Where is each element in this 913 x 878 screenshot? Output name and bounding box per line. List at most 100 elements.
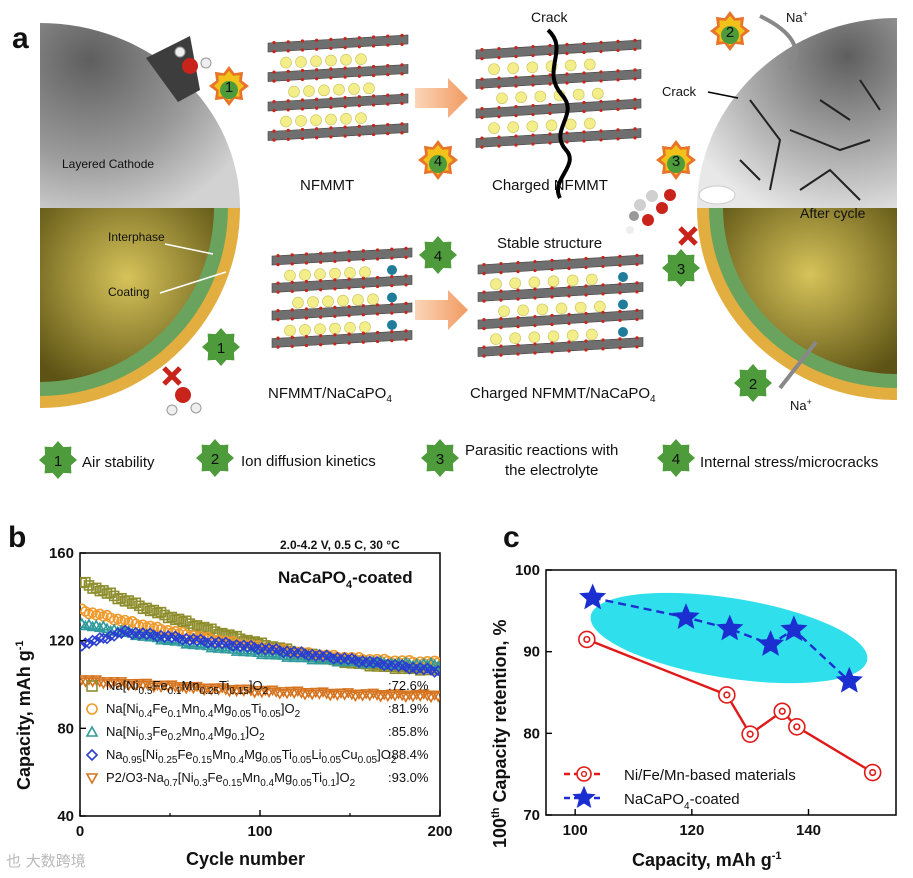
panel-b-point <box>410 663 423 676</box>
badge-stress-top: 4 <box>418 140 458 180</box>
interphase-label: Interphase <box>108 230 165 244</box>
panel-b-point <box>194 683 207 695</box>
panel-b-legend-retention: :88.4% <box>388 747 429 762</box>
legend-badge-3-number: 3 <box>436 451 444 468</box>
panel-b-point <box>209 683 221 694</box>
panel-c-legend-label: NaCaPO4-coated <box>624 791 740 812</box>
panel-b-legend-marker <box>86 680 98 692</box>
panel-b-point <box>162 612 174 624</box>
panel-b-point <box>80 619 92 631</box>
panel-b-point <box>177 616 188 628</box>
panel-b-point <box>86 620 99 632</box>
panel-b-point <box>176 682 189 693</box>
panel-b-point <box>360 689 373 700</box>
panel-c-frame <box>545 569 897 816</box>
panel-b-point <box>108 590 120 602</box>
na-bottom-arrow <box>778 340 818 390</box>
panel-c-point <box>756 629 785 656</box>
na-top-arrow <box>759 14 798 72</box>
coating-pointer <box>159 271 227 294</box>
panel-b-point <box>310 650 322 662</box>
charged-coated-label: Charged NFMMT/NaCaPO4 <box>470 385 656 405</box>
panel-c-legend-label: Ni/Fe/Mn-based materials <box>624 767 796 784</box>
panel-c-ytick-label: 70 <box>523 807 540 824</box>
panel-b-point <box>83 675 95 686</box>
panel-b-point <box>216 638 228 650</box>
panel-b-legend-label: Na0.95[Ni0.25Fe0.15Mn0.4Mg0.05Ti0.05Li0.… <box>106 747 397 766</box>
badge-parasitic-bottom: 3 <box>662 249 700 287</box>
panel-b-point <box>191 635 203 647</box>
panel-b-point <box>259 644 272 656</box>
panel-b-point <box>83 580 95 591</box>
panel-b-legend-retention: :85.8% <box>388 724 429 739</box>
panel-b-legend-retention: :72.6% <box>388 678 429 693</box>
panel-b-point <box>371 690 383 701</box>
badge-air-stability-top-number: 1 <box>225 79 233 96</box>
legend-badge-2: 2 <box>196 439 234 477</box>
panel-b-point <box>320 689 333 700</box>
panel-b-point <box>342 654 354 666</box>
panel-b-point <box>302 688 315 699</box>
legend-badge-4: 4 <box>657 439 695 477</box>
panel-b-point <box>158 680 171 692</box>
panel-b-point <box>335 653 347 666</box>
legend-badge-1-number: 1 <box>54 453 62 470</box>
panel-b-point <box>378 660 390 672</box>
panel-b-point <box>191 620 203 631</box>
panel-b-point <box>105 587 116 599</box>
panel-b-point <box>202 637 214 649</box>
panel-b-point <box>101 677 113 688</box>
coating-label: Coating <box>108 285 149 299</box>
panel-b-point <box>403 663 416 675</box>
panel-c-xlabel: Capacity, mAh g-1 <box>632 850 781 870</box>
panel-b-legend-label: Na[Ni0.4Fe0.1Mn0.4Mg0.05Ti0.05]O2 <box>106 701 301 720</box>
na-top-label: Na+ <box>786 9 808 25</box>
panel-b-legend-marker <box>85 773 99 785</box>
panel-c-label: c <box>503 521 520 554</box>
panel-b-point <box>80 576 91 588</box>
panel-b-ytick-label: 80 <box>57 720 74 737</box>
badge-parasitic-top-number: 3 <box>672 153 680 170</box>
panel-b-point <box>144 605 156 617</box>
panel-b-legend-retention: :93.0% <box>388 770 429 785</box>
panel-b-point <box>141 602 152 614</box>
panel-b-legend-marker <box>86 703 98 715</box>
badge-parasitic-bottom-number: 3 <box>677 261 685 278</box>
panel-b-point <box>295 688 308 699</box>
panel-b-legend-marker <box>85 725 99 737</box>
badge-diffusion-top: 2 <box>710 11 750 51</box>
panel-b-point <box>144 680 157 692</box>
panel-b-point <box>90 582 102 594</box>
badge-diffusion-top-number: 2 <box>726 24 734 41</box>
badge-air-stability-top: 1 <box>209 66 249 106</box>
panel-b-point <box>432 660 440 671</box>
panel-b-series-3 <box>80 624 440 678</box>
panel-c-data <box>578 583 882 782</box>
badge-stress-bottom: 4 <box>419 236 457 274</box>
panel-c-point <box>716 614 744 641</box>
panel-b-point <box>292 647 304 660</box>
panel-b-point <box>123 595 134 606</box>
panel-b-point <box>230 645 243 656</box>
coated-highlight-ellipse <box>590 592 868 684</box>
panel-b-xlabel: Cycle number <box>186 849 305 869</box>
panel-b-title: NaCaPO4-coated <box>278 568 413 591</box>
legend-badge-3: 3 <box>421 439 459 477</box>
badge-parasitic-top: 3 <box>656 140 696 180</box>
crack-top-label: Crack <box>531 9 569 25</box>
panel-b-point <box>93 621 106 633</box>
panel-c-legend-marker <box>572 785 596 808</box>
panel-b-point <box>421 691 434 702</box>
panel-b-point <box>245 686 257 697</box>
badge-stress-bottom-number: 4 <box>434 248 442 265</box>
panel-b-point <box>266 644 279 656</box>
panel-b-point <box>277 647 290 659</box>
left-cathode-particle <box>40 23 240 408</box>
panel-b-point <box>378 689 391 701</box>
panel-c-point <box>672 603 700 629</box>
legend-badge-1: 1 <box>39 441 77 479</box>
panel-b-point <box>252 686 265 697</box>
layered-cathode-label: Layered Cathode <box>62 157 154 171</box>
water-molecule-top <box>174 46 212 74</box>
panel-a-legend: 1 2 3 4 Air stability Ion diffusion kinetic… <box>39 439 878 479</box>
